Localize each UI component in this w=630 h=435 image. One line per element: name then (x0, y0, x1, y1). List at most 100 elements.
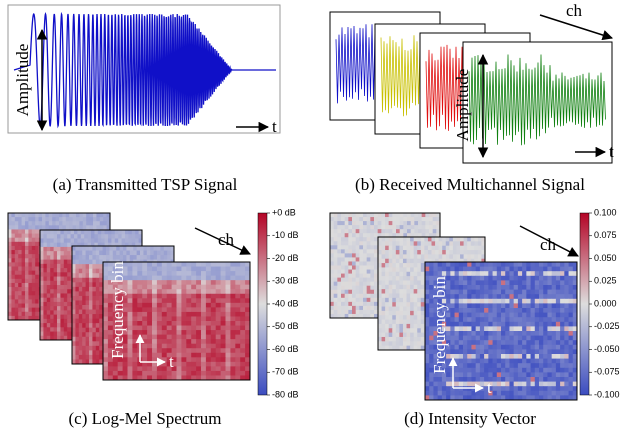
heatmap-cell (439, 246, 443, 251)
heatmap-cell (367, 225, 371, 229)
heatmap-cell (341, 233, 345, 237)
heatmap-cell (330, 290, 334, 294)
heatmap-cell (99, 332, 103, 337)
heatmap-cell (345, 237, 349, 241)
heatmap-cell (54, 306, 58, 311)
heatmap-cell (392, 315, 396, 320)
heatmap-cell (108, 362, 113, 367)
heatmap-cell (378, 225, 382, 229)
heatmap-cell (72, 328, 76, 333)
heatmap-cell (72, 341, 76, 346)
heatmap-cell (43, 285, 47, 290)
heatmap-cell (82, 287, 86, 292)
heatmap-cell (167, 289, 172, 294)
heatmap-cell (455, 271, 460, 276)
heatmap-cell (442, 237, 446, 242)
heatmap-cell (74, 234, 78, 239)
heatmap-cell (211, 353, 216, 358)
heatmap-cell (414, 221, 418, 225)
heatmap-cell (531, 290, 536, 295)
heatmap-cell (352, 310, 356, 314)
heatmap-cell (543, 294, 548, 299)
heatmap-cell (93, 213, 97, 218)
heatmap-cell (167, 271, 172, 276)
heatmap-cell (89, 355, 93, 360)
heatmap-cell (25, 291, 29, 296)
heatmap-cell (389, 285, 393, 290)
heatmap-cell (378, 237, 382, 242)
heatmap-cell (382, 315, 386, 320)
heatmap-cell (382, 254, 386, 259)
heatmap-cell (560, 294, 565, 299)
heatmap-cell (488, 262, 493, 267)
heatmap-cell (417, 328, 421, 333)
heatmap-cell (35, 254, 39, 259)
heatmap-cell (22, 308, 26, 313)
heatmap-cell (341, 310, 345, 314)
heatmap-cell (11, 299, 15, 304)
heatmap-cell (467, 285, 472, 290)
heatmap-cell (216, 280, 221, 285)
heatmap-cell (348, 213, 352, 217)
heatmap-cell (382, 289, 386, 294)
heatmap-cell (172, 316, 177, 321)
heatmap-cell (96, 300, 100, 305)
heatmap-cell (69, 225, 73, 230)
heatmap-cell (137, 262, 142, 267)
heatmap-cell (211, 294, 216, 299)
heatmap-cell (25, 234, 29, 239)
heatmap-cell (414, 324, 418, 329)
heatmap-cell (181, 280, 186, 285)
heatmap-cell (389, 298, 393, 303)
heatmap-cell (81, 230, 85, 235)
heatmap-cell (132, 307, 137, 312)
heatmap-cell (47, 306, 51, 311)
heatmap-cell (556, 294, 561, 299)
heatmap-cell (186, 326, 191, 331)
heatmap-cell (164, 251, 168, 256)
heatmap-cell (381, 217, 385, 221)
heatmap-cell (526, 285, 531, 290)
heatmap-cell (201, 357, 206, 362)
heatmap-cell (162, 267, 167, 272)
heatmap-cell (367, 306, 371, 310)
heatmap-cell (167, 326, 172, 331)
heatmap-cell (152, 298, 157, 303)
heatmap-cell (75, 260, 79, 265)
heatmap-cell (157, 251, 161, 256)
heatmap-cell (191, 289, 196, 294)
heatmap-cell (341, 225, 345, 229)
heatmap-cell (382, 285, 386, 290)
heatmap-cell (345, 245, 349, 249)
heatmap-cell (83, 217, 87, 222)
heatmap-cell (334, 274, 338, 278)
heatmap-cell (476, 267, 481, 272)
heatmap-cell (96, 269, 100, 274)
heatmap-cell (435, 250, 439, 255)
heatmap-cell (99, 323, 103, 328)
heatmap-cell (334, 302, 338, 306)
heatmap-cell (216, 348, 221, 353)
heatmap-cell (82, 255, 86, 260)
heatmap-cell (137, 307, 142, 312)
heatmap-cell (92, 346, 96, 351)
heatmap-cell (474, 246, 478, 251)
heatmap-cell (82, 278, 86, 283)
heatmap-cell (330, 221, 334, 225)
heatmap-cell (407, 324, 411, 329)
heatmap-cell (162, 344, 167, 349)
heatmap-cell (96, 346, 100, 351)
heatmap-cell (424, 254, 428, 259)
heatmap-cell (428, 246, 432, 251)
heatmap-cell (552, 290, 557, 295)
heatmap-cell (35, 279, 39, 284)
heatmap-cell (28, 254, 32, 259)
heatmap-cell (221, 344, 226, 349)
heatmap-cell (417, 302, 421, 307)
heatmap-cell (235, 298, 240, 303)
heatmap-cell (389, 263, 393, 268)
heatmap-cell (59, 217, 63, 222)
heatmap-cell (108, 371, 113, 376)
heatmap-cell (240, 316, 245, 321)
heatmap-cell (54, 272, 58, 277)
